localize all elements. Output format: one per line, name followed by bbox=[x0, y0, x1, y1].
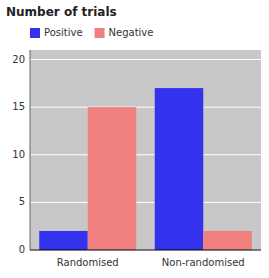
legend-item: Positive bbox=[30, 27, 83, 38]
y-tick-label: 15 bbox=[12, 101, 25, 112]
bar bbox=[203, 231, 252, 250]
bar bbox=[155, 88, 204, 250]
x-tick-label: Randomised bbox=[57, 257, 119, 268]
y-tick-label: 0 bbox=[19, 244, 25, 255]
y-grid bbox=[30, 60, 261, 250]
grid-line bbox=[30, 154, 261, 155]
x-tick-label: Non-randomised bbox=[162, 257, 245, 268]
chart-svg: 0 5 10 15 20 Randomised Non-randomised Number o… bbox=[0, 0, 269, 278]
legend: Positive Negative bbox=[30, 27, 153, 38]
x-axis-line bbox=[30, 250, 261, 251]
bar bbox=[39, 231, 88, 250]
legend-label: Negative bbox=[109, 27, 154, 38]
legend-swatch bbox=[95, 28, 105, 38]
grid-line bbox=[30, 107, 261, 108]
y-tick-label: 10 bbox=[12, 149, 25, 160]
bars bbox=[39, 88, 252, 250]
chart-container: 0 5 10 15 20 Randomised Non-randomised Number o… bbox=[0, 0, 269, 278]
legend-item: Negative bbox=[95, 27, 154, 38]
y-tick-label: 5 bbox=[19, 196, 25, 207]
bar bbox=[88, 107, 137, 250]
y-tick-label: 20 bbox=[12, 54, 25, 65]
plot-background bbox=[30, 50, 261, 250]
y-axis-line bbox=[30, 50, 31, 250]
legend-swatch bbox=[30, 28, 40, 38]
grid-line bbox=[30, 59, 261, 60]
legend-label: Positive bbox=[44, 27, 83, 38]
grid-line bbox=[30, 250, 261, 251]
grid-line bbox=[30, 202, 261, 203]
chart-title: Number of trials bbox=[6, 5, 117, 19]
